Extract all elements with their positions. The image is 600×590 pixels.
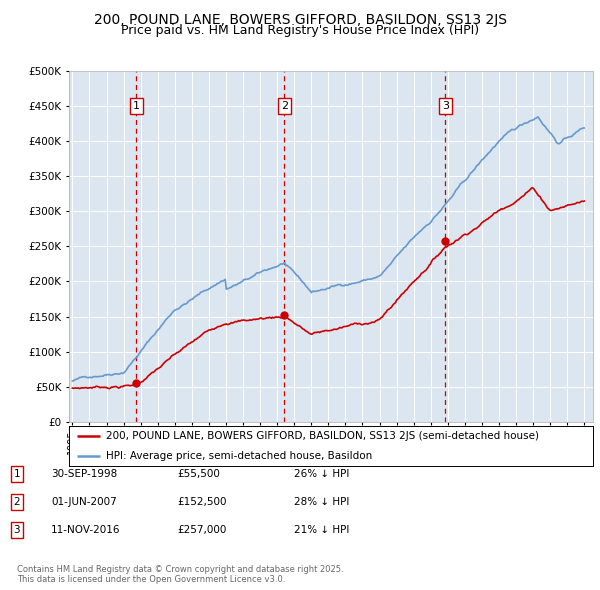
Text: 1: 1 — [133, 101, 140, 111]
Text: 28% ↓ HPI: 28% ↓ HPI — [294, 497, 349, 507]
Text: 3: 3 — [442, 101, 449, 111]
Text: 200, POUND LANE, BOWERS GIFFORD, BASILDON, SS13 2JS: 200, POUND LANE, BOWERS GIFFORD, BASILDO… — [94, 13, 506, 27]
Text: 01-JUN-2007: 01-JUN-2007 — [51, 497, 117, 507]
Text: 11-NOV-2016: 11-NOV-2016 — [51, 525, 121, 535]
Text: Contains HM Land Registry data © Crown copyright and database right 2025.
This d: Contains HM Land Registry data © Crown c… — [17, 565, 343, 584]
Text: 1: 1 — [13, 470, 20, 479]
Text: 200, POUND LANE, BOWERS GIFFORD, BASILDON, SS13 2JS (semi-detached house): 200, POUND LANE, BOWERS GIFFORD, BASILDO… — [106, 431, 539, 441]
Text: £257,000: £257,000 — [177, 525, 226, 535]
Text: HPI: Average price, semi-detached house, Basildon: HPI: Average price, semi-detached house,… — [106, 451, 372, 461]
Text: 2: 2 — [281, 101, 288, 111]
Text: £55,500: £55,500 — [177, 470, 220, 479]
Text: 26% ↓ HPI: 26% ↓ HPI — [294, 470, 349, 479]
Text: 3: 3 — [13, 525, 20, 535]
Text: £152,500: £152,500 — [177, 497, 227, 507]
Text: 30-SEP-1998: 30-SEP-1998 — [51, 470, 117, 479]
Text: 21% ↓ HPI: 21% ↓ HPI — [294, 525, 349, 535]
Text: Price paid vs. HM Land Registry's House Price Index (HPI): Price paid vs. HM Land Registry's House … — [121, 24, 479, 37]
Text: 2: 2 — [13, 497, 20, 507]
